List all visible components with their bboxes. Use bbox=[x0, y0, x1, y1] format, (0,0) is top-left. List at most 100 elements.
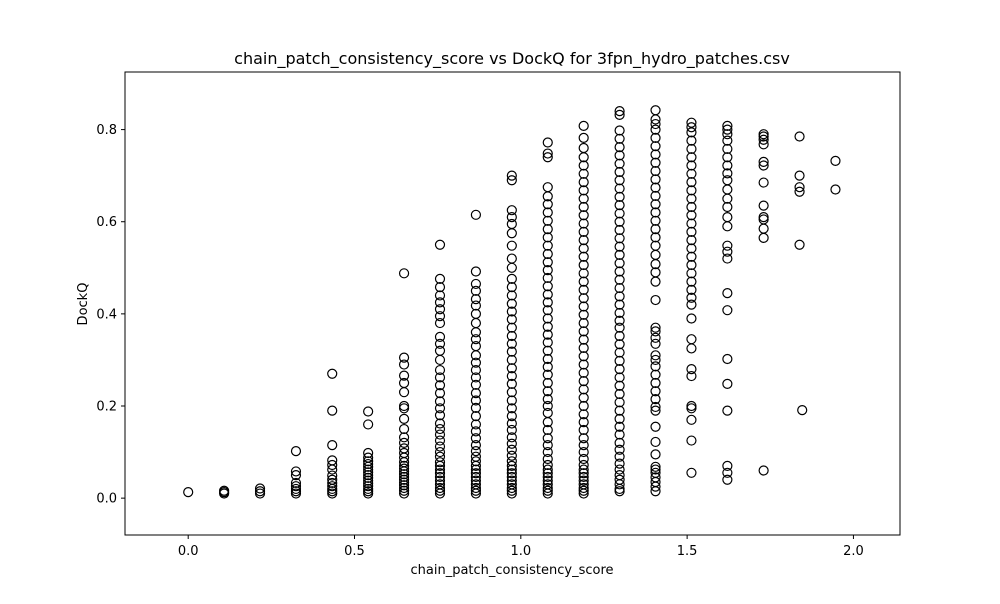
data-point bbox=[506, 403, 517, 414]
data-point bbox=[614, 141, 625, 153]
data-point bbox=[578, 446, 589, 458]
data-point bbox=[722, 129, 733, 140]
data-point bbox=[686, 122, 697, 133]
data-point bbox=[542, 137, 553, 148]
data-point bbox=[290, 481, 302, 492]
data-point bbox=[506, 479, 517, 490]
data-point bbox=[506, 456, 517, 467]
data-point bbox=[797, 405, 808, 416]
data-point bbox=[614, 191, 625, 202]
data-point bbox=[578, 210, 589, 221]
data-point bbox=[363, 483, 374, 495]
data-point bbox=[650, 124, 661, 135]
data-point bbox=[506, 253, 517, 264]
data-point bbox=[398, 359, 410, 370]
data-point bbox=[614, 339, 625, 350]
data-point bbox=[686, 160, 697, 171]
data-point bbox=[542, 248, 553, 260]
data-point bbox=[470, 341, 482, 352]
data-point bbox=[542, 345, 553, 356]
data-point bbox=[614, 166, 625, 178]
data-point bbox=[578, 243, 589, 254]
data-point bbox=[650, 393, 661, 405]
data-point bbox=[506, 468, 517, 479]
data-point bbox=[470, 419, 482, 430]
data-point bbox=[434, 464, 446, 475]
data-point bbox=[614, 109, 625, 120]
data-point bbox=[470, 464, 482, 475]
data-point bbox=[542, 424, 553, 436]
data-point bbox=[578, 193, 589, 204]
data-point bbox=[722, 120, 733, 132]
data-point bbox=[686, 193, 697, 204]
data-point bbox=[722, 212, 733, 223]
data-point bbox=[650, 207, 661, 218]
data-point bbox=[363, 452, 374, 463]
data-point bbox=[758, 465, 769, 476]
data-point bbox=[470, 294, 482, 305]
data-point bbox=[578, 417, 589, 428]
data-point bbox=[470, 482, 482, 494]
data-point bbox=[506, 411, 517, 422]
data-point bbox=[506, 314, 517, 325]
data-point bbox=[578, 160, 589, 171]
data-point bbox=[614, 464, 625, 475]
data-point bbox=[327, 481, 338, 492]
data-point bbox=[398, 370, 410, 381]
data-point bbox=[686, 201, 697, 213]
data-point bbox=[614, 451, 625, 462]
data-point bbox=[398, 352, 410, 363]
data-point bbox=[614, 266, 625, 277]
data-point bbox=[722, 168, 733, 179]
data-point bbox=[542, 464, 553, 475]
data-point bbox=[470, 278, 482, 290]
data-point bbox=[614, 470, 625, 481]
data-point bbox=[758, 129, 769, 140]
data-point bbox=[470, 364, 482, 376]
data-point bbox=[470, 485, 482, 496]
data-point bbox=[794, 170, 805, 181]
data-point bbox=[650, 105, 661, 116]
data-point bbox=[686, 284, 697, 296]
data-point bbox=[614, 208, 625, 219]
data-point bbox=[290, 483, 302, 495]
data-point bbox=[758, 212, 769, 223]
data-point bbox=[722, 160, 733, 171]
data-point bbox=[578, 317, 589, 329]
data-point bbox=[506, 460, 517, 471]
data-point bbox=[434, 273, 446, 284]
data-point bbox=[650, 267, 661, 278]
data-point bbox=[470, 379, 482, 390]
data-point bbox=[614, 347, 625, 358]
data-point bbox=[470, 468, 482, 479]
data-point bbox=[434, 451, 446, 462]
data-point bbox=[578, 177, 589, 188]
data-point bbox=[614, 233, 625, 244]
data-point bbox=[398, 469, 410, 480]
data-point bbox=[650, 199, 661, 210]
data-point bbox=[578, 185, 589, 196]
chart-title: chain_patch_consistency_score vs DockQ f… bbox=[234, 49, 790, 69]
data-point bbox=[434, 403, 446, 414]
data-point bbox=[363, 419, 374, 430]
data-point bbox=[686, 177, 697, 188]
data-point bbox=[650, 132, 661, 143]
data-point bbox=[398, 463, 410, 474]
data-point bbox=[650, 464, 661, 475]
data-point bbox=[506, 346, 517, 357]
data-point bbox=[434, 485, 446, 496]
data-point bbox=[363, 478, 374, 489]
data-point bbox=[398, 460, 410, 471]
data-point bbox=[686, 117, 697, 128]
data-point bbox=[686, 435, 697, 446]
data-point bbox=[542, 148, 553, 159]
data-point bbox=[650, 322, 661, 333]
data-point bbox=[542, 485, 553, 496]
data-point bbox=[506, 218, 517, 230]
data-point bbox=[290, 470, 302, 481]
data-point bbox=[650, 421, 661, 432]
data-point bbox=[650, 449, 661, 460]
data-point bbox=[650, 224, 661, 235]
